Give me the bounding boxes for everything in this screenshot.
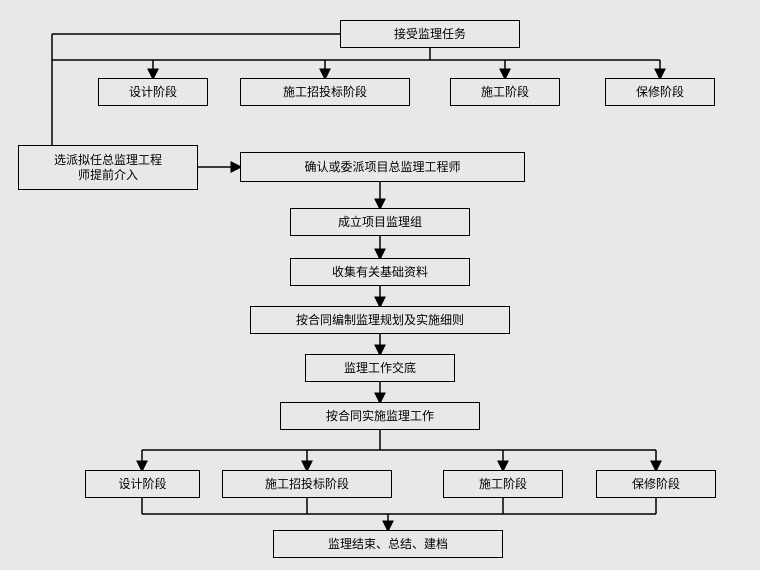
flowchart-node-n_bid2: 施工招投标阶段 [222,470,392,498]
flowchart-node-n_end: 监理结束、总结、建档 [273,530,503,558]
flowchart-node-n_disclose: 监理工作交底 [305,354,455,382]
flowchart-node-n_design2: 设计阶段 [85,470,200,498]
flowchart-node-n_warr2: 保修阶段 [596,470,716,498]
flowchart-node-n_collect: 收集有关基础资料 [290,258,470,286]
flowchart-canvas: 接受监理任务设计阶段施工招投标阶段施工阶段保修阶段选派拟任总监理工程师提前介入确… [0,0,760,570]
flowchart-node-n_team: 成立项目监理组 [290,208,470,236]
flowchart-node-n_bid1: 施工招投标阶段 [240,78,410,106]
flowchart-node-n_implement: 按合同实施监理工作 [280,402,480,430]
flowchart-node-n_design1: 设计阶段 [98,78,208,106]
flowchart-node-n_preassign: 选派拟任总监理工程师提前介入 [18,145,198,190]
flowchart-node-n_warr1: 保修阶段 [605,78,715,106]
flowchart-node-n_accept: 接受监理任务 [340,20,520,48]
flowchart-node-n_confirm: 确认或委派项目总监理工程师 [240,152,525,182]
flowchart-node-n_const2: 施工阶段 [443,470,563,498]
flowchart-node-n_plan: 按合同编制监理规划及实施细则 [250,306,510,334]
flowchart-node-n_const1: 施工阶段 [450,78,560,106]
